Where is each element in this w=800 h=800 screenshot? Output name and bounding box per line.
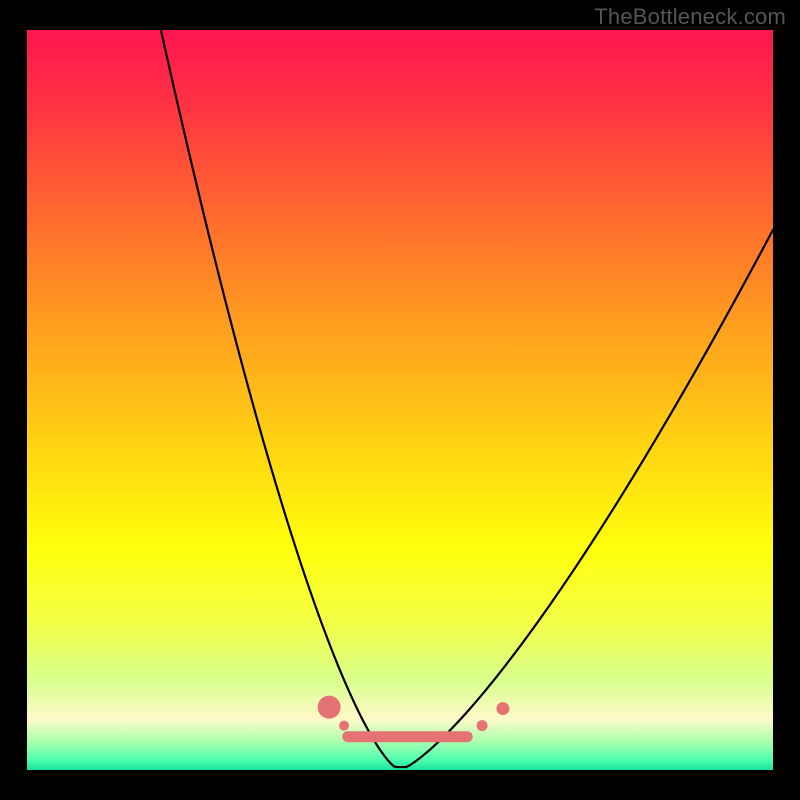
chart-svg <box>0 0 800 800</box>
chart-container: TheBottleneck.com <box>0 0 800 800</box>
